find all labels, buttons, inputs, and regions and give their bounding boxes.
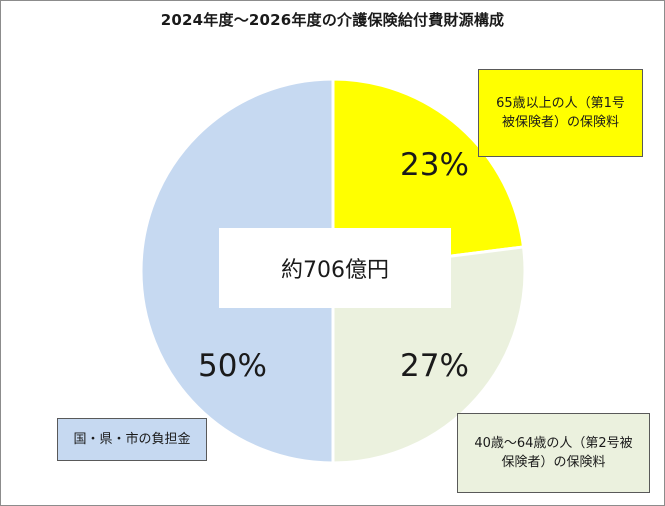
legend-65plus-line-2: 被保険者）の保険料 [501, 115, 619, 130]
legend-65plus: 65歳以上の人（第1号 被保険者）の保険料 [478, 69, 643, 157]
slice-label-65plus: 23% [400, 147, 469, 183]
slice-label-40to64: 27% [400, 348, 469, 384]
legend-40to64-line-1: 40歳～64歳の人（第2号被 [474, 436, 633, 451]
chart-title: 2024年度～2026年度の介護保険給付費財源構成 [160, 11, 505, 29]
legend-government: 国・県・市の負担金 [57, 418, 207, 461]
legend-government-line-1: 国・県・市の負担金 [73, 432, 191, 447]
pie-slice-65plus [331, 77, 525, 273]
legend-40to64-line-2: 保険者）の保険料 [501, 455, 606, 470]
total-amount-label: 約706億円 [219, 228, 451, 308]
slice-label-government: 50% [198, 348, 267, 384]
legend-65plus-line-1: 65歳以上の人（第1号 [496, 96, 625, 111]
legend-40to64: 40歳～64歳の人（第2号被 保険者）の保険料 [457, 413, 650, 493]
